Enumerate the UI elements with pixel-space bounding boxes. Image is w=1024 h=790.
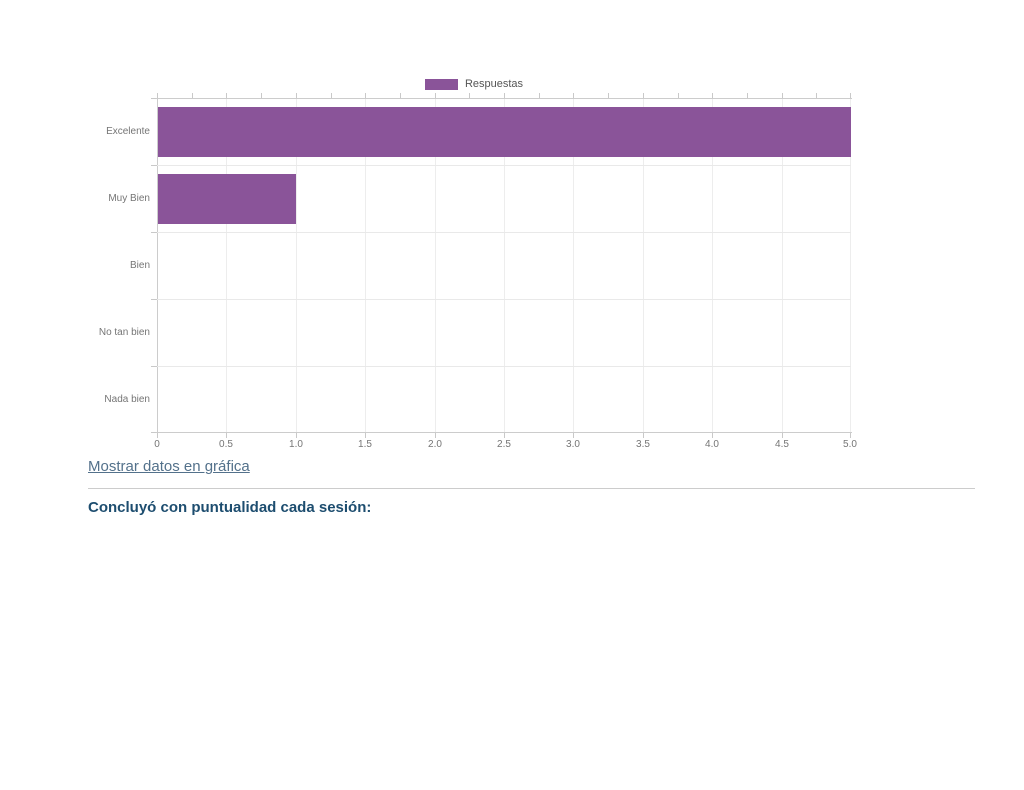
y-axis-line: [157, 98, 158, 433]
gridline: [643, 98, 644, 433]
x-axis-minor-tick: [365, 93, 366, 98]
divider: [88, 488, 975, 489]
y-axis-tick: [151, 232, 157, 233]
x-axis-minor-tick: [712, 93, 713, 98]
y-axis-tick: [151, 299, 157, 300]
band-gridline: [157, 299, 851, 300]
x-axis-minor-tick: [400, 93, 401, 98]
x-axis-labels: 0 0.5 1.0 1.5 2.0 2.5 3.0 3.5 4.0 4.5 5.0: [154, 439, 857, 453]
gridline: [296, 98, 297, 433]
x-axis-tick-label: 4.5: [775, 439, 789, 450]
x-axis-tick-label: 2.5: [497, 439, 511, 450]
plot-area: [151, 93, 852, 438]
x-axis-tick: [643, 433, 644, 438]
x-axis-minor-tick: [192, 93, 193, 98]
y-axis-category-label: Excelente: [106, 126, 150, 137]
x-axis-minor-tick: [782, 93, 783, 98]
x-axis-tick-label: 5.0: [843, 439, 857, 450]
x-axis-minor-tick: [504, 93, 505, 98]
x-axis-minor-tick: [296, 93, 297, 98]
x-axis-tick-label: 3.0: [566, 439, 580, 450]
x-axis-minor-tick: [573, 93, 574, 98]
y-axis-tick: [151, 432, 157, 433]
bar-muy-bien: [158, 174, 296, 224]
gridline: [504, 98, 505, 433]
x-axis-minor-tick: [850, 93, 851, 98]
x-axis-minor-tick: [469, 93, 470, 98]
plot-border-bottom: [156, 432, 852, 433]
x-axis-minor-tick: [747, 93, 748, 98]
y-axis-labels: Excelente Muy Bien Bien No tan bien Nada bie…: [88, 98, 150, 433]
y-axis-category-label: Nada bien: [104, 394, 150, 405]
x-axis-minor-tick: [331, 93, 332, 98]
x-axis-tick: [573, 433, 574, 438]
x-axis-tick: [296, 433, 297, 438]
gridline: [850, 98, 851, 433]
chart-legend: Respuestas: [88, 78, 860, 90]
y-axis-category-label: Bien: [129, 260, 150, 271]
x-axis-tick: [157, 433, 158, 438]
x-axis-minor-tick: [643, 93, 644, 98]
gridline: [782, 98, 783, 433]
band-gridline: [157, 232, 851, 233]
x-axis-tick: [226, 433, 227, 438]
gridline: [365, 98, 366, 433]
band-gridline: [157, 165, 851, 166]
show-data-link[interactable]: Mostrar datos en gráfica: [88, 458, 250, 475]
x-axis-tick-label: 0: [154, 439, 160, 450]
x-axis-tick-label: 1.0: [289, 439, 303, 450]
gridline: [226, 98, 227, 433]
x-axis-tick: [365, 433, 366, 438]
x-axis-minor-tick: [608, 93, 609, 98]
x-axis-tick-label: 1.5: [358, 439, 372, 450]
gridline: [573, 98, 574, 433]
x-axis-tick-label: 2.0: [428, 439, 442, 450]
band-gridline: [157, 366, 851, 367]
x-axis-minor-tick: [226, 93, 227, 98]
x-axis-minor-tick: [539, 93, 540, 98]
y-axis-tick: [151, 98, 157, 99]
x-axis-tick: [504, 433, 505, 438]
legend-label: Respuestas: [464, 78, 524, 90]
legend-swatch: [424, 78, 458, 90]
responses-bar-chart: Respuestas Excelente Muy Bien Bien No tan b…: [88, 75, 860, 455]
y-axis-tick: [151, 366, 157, 367]
y-axis-tick: [151, 165, 157, 166]
y-axis-category-label: No tan bien: [98, 327, 150, 338]
x-axis-tick: [850, 433, 851, 438]
plot-border-top: [156, 98, 852, 99]
x-axis-tick-label: 0.5: [219, 439, 233, 450]
gridline: [435, 98, 436, 433]
question-title: Concluyó con puntualidad cada sesión:: [88, 499, 372, 516]
x-axis-tick-label: 3.5: [636, 439, 650, 450]
x-axis-tick: [712, 433, 713, 438]
gridline: [712, 98, 713, 433]
x-axis-tick: [782, 433, 783, 438]
x-axis-minor-tick: [678, 93, 679, 98]
x-axis-minor-tick: [261, 93, 262, 98]
x-axis-minor-tick: [157, 93, 158, 98]
x-axis-tick-label: 4.0: [705, 439, 719, 450]
x-axis-minor-tick: [816, 93, 817, 98]
y-axis-category-label: Muy Bien: [108, 193, 150, 204]
x-axis-tick: [435, 433, 436, 438]
bar-excelente: [158, 107, 851, 157]
x-axis-minor-tick: [435, 93, 436, 98]
